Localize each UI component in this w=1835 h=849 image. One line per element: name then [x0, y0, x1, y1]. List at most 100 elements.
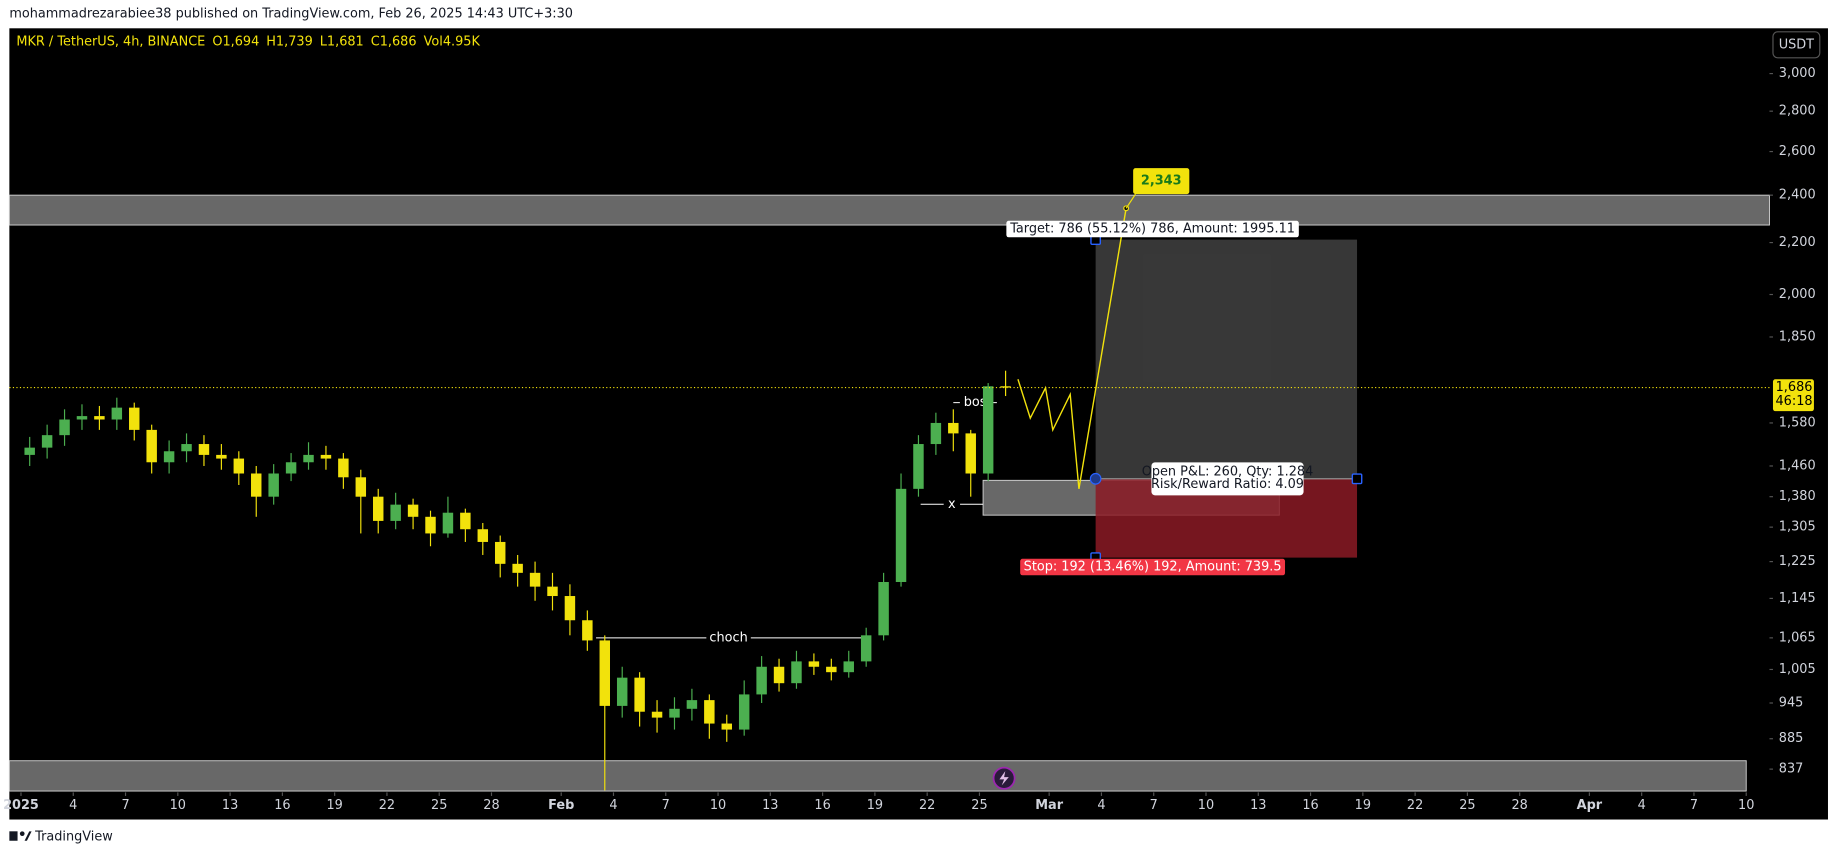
candle — [756, 656, 767, 704]
chart-background — [9, 28, 1828, 820]
candle — [948, 409, 959, 452]
candle-body — [878, 581, 889, 636]
legend-symbol: MKR / TetherUS, 4h, BINANCE — [16, 34, 205, 49]
y-tick-label: 1,460 — [1779, 458, 1816, 473]
candle-body — [738, 694, 750, 730]
x-tick-label: 19 — [1355, 798, 1371, 813]
candle-body — [373, 496, 384, 521]
candle-body — [512, 563, 523, 573]
legend-value: H1,739 — [266, 34, 312, 49]
y-tick-label: 2,000 — [1779, 287, 1816, 302]
projection-label: 2,343 — [1141, 174, 1182, 189]
candle — [982, 383, 994, 482]
candle-body — [686, 700, 698, 709]
x-tick-label: 19 — [867, 798, 883, 813]
structure-label: bos — [964, 395, 987, 410]
candle-body — [756, 666, 767, 695]
candle-body — [773, 666, 785, 684]
candle — [129, 402, 140, 441]
legend-value: Vol4.95K — [424, 34, 481, 49]
candle-body — [930, 422, 942, 445]
candle-body — [564, 596, 576, 621]
candle — [163, 440, 175, 474]
x-tick-label: 16 — [814, 798, 830, 813]
y-tick-label: 1,005 — [1779, 662, 1816, 677]
candle-body — [425, 516, 436, 534]
header: mohammadrezarabiee38 published on Tradin… — [9, 7, 573, 22]
currency-label: USDT — [1779, 37, 1814, 52]
x-tick-label: 25 — [431, 798, 447, 813]
candle — [669, 697, 680, 730]
candle-body — [651, 711, 663, 718]
x-tick-label: 16 — [274, 798, 290, 813]
candle-body — [965, 433, 976, 474]
structure-label: x — [948, 497, 956, 512]
candle-body — [59, 419, 70, 436]
zone — [8, 194, 1770, 226]
candle — [773, 658, 785, 692]
structure-label-bg — [943, 497, 961, 512]
currency-button[interactable] — [1772, 31, 1821, 59]
candle — [599, 635, 611, 791]
y-tick-label: 1,850 — [1779, 329, 1816, 344]
x-tick-label: 25 — [1459, 798, 1475, 813]
x-tick-label: 7 — [121, 798, 129, 813]
x-tick-label: 25 — [971, 798, 987, 813]
projection-path — [1017, 208, 1127, 489]
candle — [251, 465, 262, 517]
candle-body — [721, 723, 732, 730]
y-tick-label: 3,000 — [1779, 66, 1816, 81]
y-tick-label: 2,200 — [1779, 235, 1816, 250]
y-tick-label: 1,145 — [1779, 591, 1816, 606]
candle-body — [163, 451, 175, 463]
y-tick-label: 2,800 — [1779, 104, 1816, 119]
target-label-bg — [1006, 220, 1299, 238]
candle-body — [477, 529, 489, 542]
structure-label-bg — [959, 395, 991, 410]
candle — [181, 433, 192, 463]
candle-body — [216, 454, 227, 459]
candle — [41, 424, 53, 459]
candle-body — [303, 454, 314, 463]
x-tick-label: 28 — [483, 798, 499, 813]
entry-handle — [1089, 472, 1102, 485]
zone — [8, 760, 1747, 792]
legend-value: L1,681 — [320, 34, 364, 49]
x-tick-label: 19 — [326, 798, 342, 813]
candle-body — [860, 635, 872, 662]
x-tick-label: Apr — [1577, 798, 1603, 813]
candle-body — [320, 454, 332, 459]
x-tick-label: 4 — [1097, 798, 1105, 813]
x-tick-label: Feb — [548, 798, 574, 813]
candle — [390, 492, 401, 530]
candle — [216, 444, 227, 470]
candle — [268, 464, 279, 505]
candle-body — [94, 416, 105, 420]
candle — [965, 429, 976, 497]
candle-body — [460, 512, 471, 530]
candle — [111, 397, 123, 430]
legend-value: C1,686 — [371, 34, 417, 49]
candle — [24, 436, 35, 466]
candle-body — [146, 429, 157, 463]
y-tick-label: 1,380 — [1779, 489, 1816, 504]
candle-body — [442, 512, 454, 534]
candle-body — [24, 447, 35, 455]
candle — [721, 714, 732, 742]
candle — [616, 666, 628, 718]
candle-body — [634, 677, 645, 712]
pnl-box — [1151, 462, 1304, 496]
y-tick-label: 1,580 — [1779, 415, 1816, 430]
candle — [686, 688, 698, 721]
x-tick-label: 28 — [1511, 798, 1527, 813]
y-tick-label: 1,225 — [1779, 554, 1816, 569]
candle-body — [843, 661, 854, 673]
alert-bolt — [999, 771, 1009, 786]
y-tick-label: 1,305 — [1779, 520, 1816, 535]
candle-body — [982, 386, 994, 474]
candle — [233, 451, 245, 485]
candle — [59, 409, 70, 446]
y-tick-label: 885 — [1779, 731, 1804, 746]
x-tick-label: 13 — [222, 798, 238, 813]
